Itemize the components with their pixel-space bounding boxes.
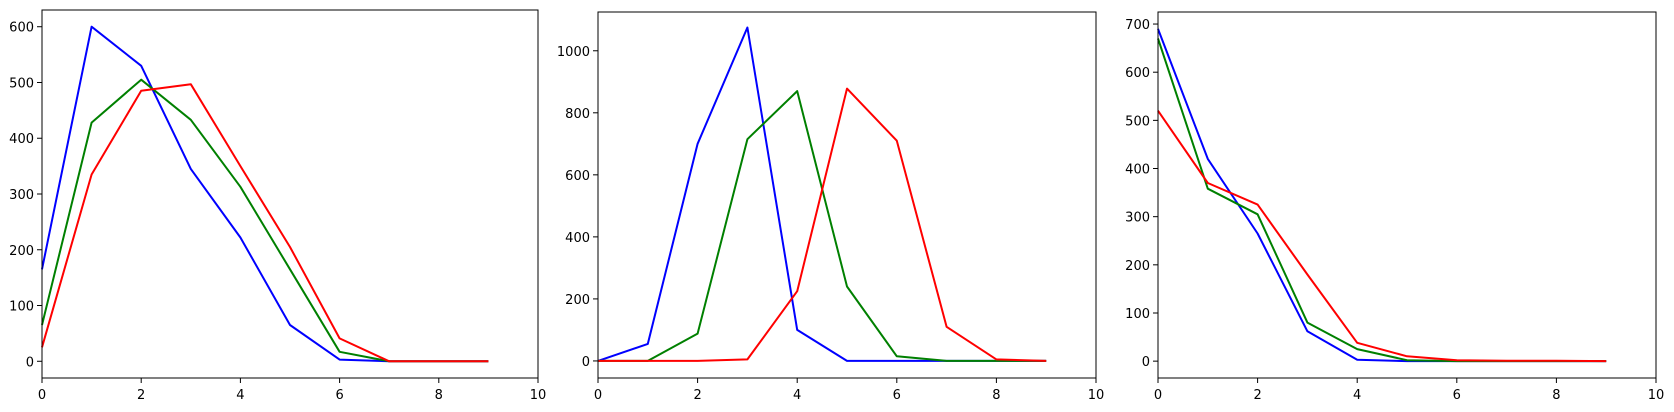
x-tick-label: 10	[1648, 388, 1665, 403]
series-line-3	[1157, 110, 1607, 363]
series-line-2	[598, 90, 1047, 362]
y-tick-label: 400	[565, 231, 590, 246]
x-tick-label: 4	[1353, 388, 1361, 403]
subplot-2: 0 2 4 6 8 10 0 200 400 600 800 1000	[557, 11, 1105, 403]
axes-frame	[597, 11, 1097, 379]
y-tick-label: 400	[1125, 163, 1150, 178]
y-tick-label: 600	[1125, 66, 1150, 81]
y-tick-label: 500	[9, 76, 34, 91]
x-tick-label: 0	[594, 388, 602, 403]
x-tick-label: 8	[435, 388, 443, 403]
series-line-3	[598, 87, 1047, 362]
y-tick-label: 400	[9, 132, 34, 147]
y-tick-label: 200	[1125, 259, 1150, 274]
x-tick-label: 2	[1253, 388, 1261, 403]
series-line-3	[41, 83, 489, 363]
y-tick-label: 600	[565, 169, 590, 184]
y-tick-label: 500	[1125, 114, 1150, 129]
x-tick-label: 6	[1453, 388, 1461, 403]
y-tick-label: 100	[9, 300, 34, 315]
y-tick-label: 0	[1142, 355, 1150, 370]
series-line-2	[41, 78, 489, 363]
y-tick-label: 300	[1125, 211, 1150, 226]
x-tick-label: 10	[1088, 388, 1105, 403]
axes-frame	[41, 9, 539, 379]
x-tick-label: 0	[38, 388, 46, 403]
x-tick-label: 0	[1154, 388, 1162, 403]
y-tick-label: 700	[1125, 18, 1150, 33]
x-tick-label: 10	[530, 388, 547, 403]
x-tick-label: 6	[335, 388, 343, 403]
x-tick-label: 4	[793, 388, 801, 403]
x-tick-label: 6	[893, 388, 901, 403]
series-line-2	[1157, 38, 1607, 363]
y-tick-label: 1000	[557, 45, 590, 60]
series-line-1	[1157, 28, 1607, 363]
x-tick-label: 8	[1552, 388, 1560, 403]
x-tick-label: 2	[137, 388, 145, 403]
axes-frame	[1157, 11, 1657, 379]
y-tick-label: 300	[9, 188, 34, 203]
x-tick-label: 8	[992, 388, 1000, 403]
x-tick-label: 4	[236, 388, 244, 403]
y-tick-label: 800	[565, 107, 590, 122]
y-tick-label: 0	[26, 355, 34, 370]
y-tick-label: 600	[9, 21, 34, 36]
series-line-1	[597, 26, 1047, 362]
series-line-1	[41, 25, 489, 363]
x-tick-label: 2	[693, 388, 701, 403]
y-tick-label: 200	[9, 244, 34, 259]
y-tick-label: 200	[565, 293, 590, 308]
y-tick-label: 100	[1125, 307, 1150, 322]
y-tick-label: 0	[582, 355, 590, 370]
